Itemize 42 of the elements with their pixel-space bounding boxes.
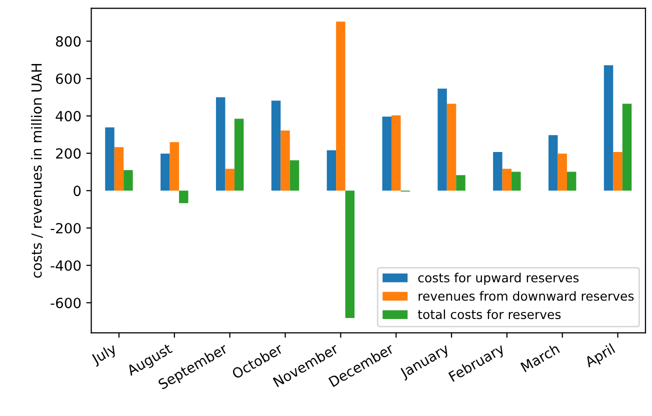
bar — [114, 147, 124, 191]
y-tick-label: 200 — [56, 148, 81, 159]
bar — [604, 65, 614, 191]
bar — [326, 150, 336, 191]
y-tick-label: -200 — [50, 222, 81, 234]
bar — [391, 115, 401, 191]
y-axis-title: costs / revenues in million UAH — [31, 64, 43, 278]
bar — [382, 116, 392, 191]
bar — [280, 130, 290, 191]
bar — [234, 118, 244, 191]
bar — [558, 154, 567, 191]
bar — [179, 190, 188, 204]
bar — [105, 127, 114, 191]
bar — [502, 168, 512, 191]
legend-label: revenues from downward reserves — [418, 291, 634, 301]
bar — [566, 172, 576, 191]
bar — [622, 104, 632, 191]
bar — [290, 160, 300, 191]
bar — [512, 172, 521, 191]
legend-label: costs for upward reserves — [418, 272, 579, 285]
y-tick-label: 0 — [74, 186, 81, 196]
y-tick-label: 600 — [56, 74, 81, 84]
y-tick-label: -600 — [50, 298, 81, 308]
bar — [613, 152, 622, 191]
bar — [216, 97, 226, 191]
y-tick-label: 400 — [56, 110, 81, 122]
bar — [446, 104, 456, 191]
bar — [345, 190, 355, 318]
bar — [493, 152, 502, 191]
bar — [124, 170, 133, 191]
bar — [225, 168, 234, 191]
bar — [160, 154, 170, 191]
bar — [438, 88, 447, 191]
legend-label: total costs for reserves — [418, 309, 561, 320]
bar — [548, 135, 558, 191]
bar — [170, 142, 180, 191]
bar — [336, 22, 346, 191]
bar — [456, 175, 466, 191]
y-tick-label: 800 — [56, 36, 81, 47]
y-tick-label: -400 — [50, 260, 81, 271]
bar — [271, 100, 281, 191]
x-tick-label: July — [90, 342, 119, 368]
